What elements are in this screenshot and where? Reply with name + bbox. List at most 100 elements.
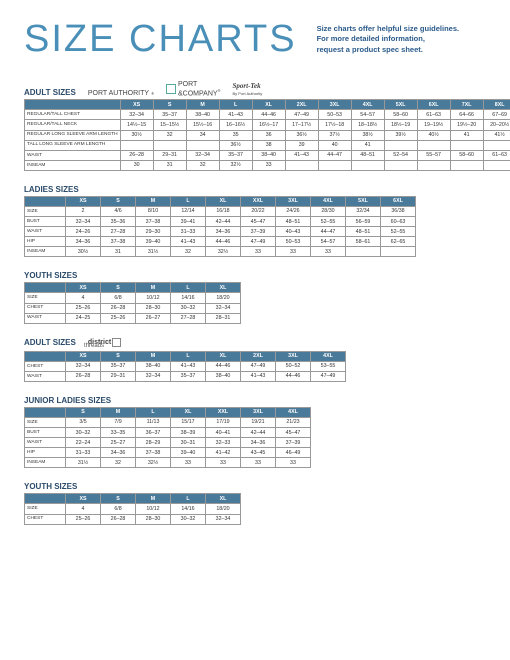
cell: 33: [171, 458, 206, 468]
section-label: JUNIOR LADIES SIZES: [24, 396, 111, 405]
cell: 46–49: [276, 448, 311, 458]
cell: [120, 140, 153, 150]
cell: [318, 160, 351, 170]
cell: 36/38: [381, 206, 416, 216]
row-label: WAIST: [25, 438, 66, 448]
cell: 62–65: [381, 237, 416, 247]
col-header: 8XL: [483, 100, 510, 110]
cell: [450, 160, 483, 170]
cell: 34–36: [241, 438, 276, 448]
cell: 26–28: [101, 514, 136, 524]
subtitle-line: Size charts offer helpful size guideline…: [317, 24, 460, 35]
cell: 18½–19: [384, 120, 417, 130]
row-label: SIZE: [25, 417, 66, 427]
cell: 32–34: [66, 217, 101, 227]
section-label: ADULT SIZES: [24, 88, 76, 97]
cell: 41–43: [241, 371, 276, 381]
cell: 14½–15: [120, 120, 153, 130]
cell: 33: [276, 247, 311, 257]
col-header: XL: [206, 351, 241, 361]
cell: 37–39: [276, 438, 311, 448]
cell: 54–57: [311, 237, 346, 247]
cell: 38–40: [186, 110, 219, 120]
cell: 32½: [136, 458, 171, 468]
cell: 31–33: [171, 227, 206, 237]
cell: 31½: [66, 458, 101, 468]
cell: 28–29: [136, 438, 171, 448]
cell: 33: [252, 160, 285, 170]
cell: 55–57: [417, 150, 450, 160]
cell: [381, 247, 416, 257]
col-header: 3XL: [241, 407, 276, 417]
cell: 30½: [120, 130, 153, 140]
cell: 24–25: [66, 313, 101, 323]
cell: 40½: [417, 130, 450, 140]
col-header: 4XL: [311, 196, 346, 206]
col-header: S: [101, 351, 136, 361]
cell: 26–28: [66, 371, 101, 381]
cell: 40–43: [276, 227, 311, 237]
subtitle: Size charts offer helpful size guideline…: [317, 24, 460, 56]
cell: 41½: [483, 130, 510, 140]
cell: 39½: [384, 130, 417, 140]
cell: 61–63: [483, 150, 510, 160]
cell: 42–44: [241, 428, 276, 438]
cell: 38–40: [206, 371, 241, 381]
col-header: 3XL: [276, 351, 311, 361]
cell: 50–52: [276, 361, 311, 371]
youth-section: YOUTH SIZES XSSMLXLSIZE46/810/1214/1618/…: [24, 271, 486, 323]
cell: 15/17: [171, 417, 206, 427]
col-header: L: [136, 407, 171, 417]
cell: 39: [285, 140, 318, 150]
cell: 3/5: [66, 417, 101, 427]
cell: 50–53: [318, 110, 351, 120]
cell: 44–46: [276, 371, 311, 381]
cell: 14/16: [171, 504, 206, 514]
cell: 36½: [285, 130, 318, 140]
col-header: M: [136, 283, 171, 293]
cell: 31: [153, 160, 186, 170]
cell: 32–34: [206, 303, 241, 313]
cell: 48–51: [351, 150, 384, 160]
row-label: TALL LONG SLEEVE ARM LENGTH: [25, 140, 121, 150]
cell: 41–43: [285, 150, 318, 160]
cell: 14/16: [171, 293, 206, 303]
cell: 28–30: [136, 303, 171, 313]
adult2-table: XSSMLXL2XL3XL4XLCHEST32–3435–3738–4041–4…: [24, 351, 346, 382]
cell: 52–55: [381, 227, 416, 237]
cell: 6/8: [101, 293, 136, 303]
cell: 24–26: [66, 227, 101, 237]
cell: 33: [276, 458, 311, 468]
adult-table: XSSMLXL2XL3XL4XL5XL6XL7XL8XL9XL10XLREGUL…: [24, 99, 510, 171]
cell: 32/34: [346, 206, 381, 216]
cell: 41–43: [171, 237, 206, 247]
cell: 11/13: [136, 417, 171, 427]
cell: 33: [241, 247, 276, 257]
cell: 8/10: [136, 206, 171, 216]
cell: 61–63: [417, 110, 450, 120]
col-header: 4XL: [351, 100, 384, 110]
cell: 54–57: [351, 110, 384, 120]
cell: 44–46: [252, 110, 285, 120]
cell: 25–27: [101, 438, 136, 448]
youth-table: XSSMLXLSIZE46/810/1214/1618/20CHEST25–26…: [24, 282, 241, 323]
cell: 41–43: [171, 361, 206, 371]
cell: 39–40: [136, 237, 171, 247]
cell: 36: [252, 130, 285, 140]
cell: 29–31: [101, 371, 136, 381]
cell: 38–40: [136, 361, 171, 371]
col-header: M: [186, 100, 219, 110]
cell: 35–37: [171, 371, 206, 381]
cell: 38: [252, 140, 285, 150]
cell: 37½: [318, 130, 351, 140]
col-header: XXL: [241, 196, 276, 206]
cell: 31–33: [66, 448, 101, 458]
cell: 15–15½: [153, 120, 186, 130]
cell: 20–20½: [483, 120, 510, 130]
cell: 17–17½: [285, 120, 318, 130]
col-header: 7XL: [450, 100, 483, 110]
cell: [417, 140, 450, 150]
cell: 18–18½: [351, 120, 384, 130]
cell: 20/22: [241, 206, 276, 216]
cell: 38–40: [252, 150, 285, 160]
